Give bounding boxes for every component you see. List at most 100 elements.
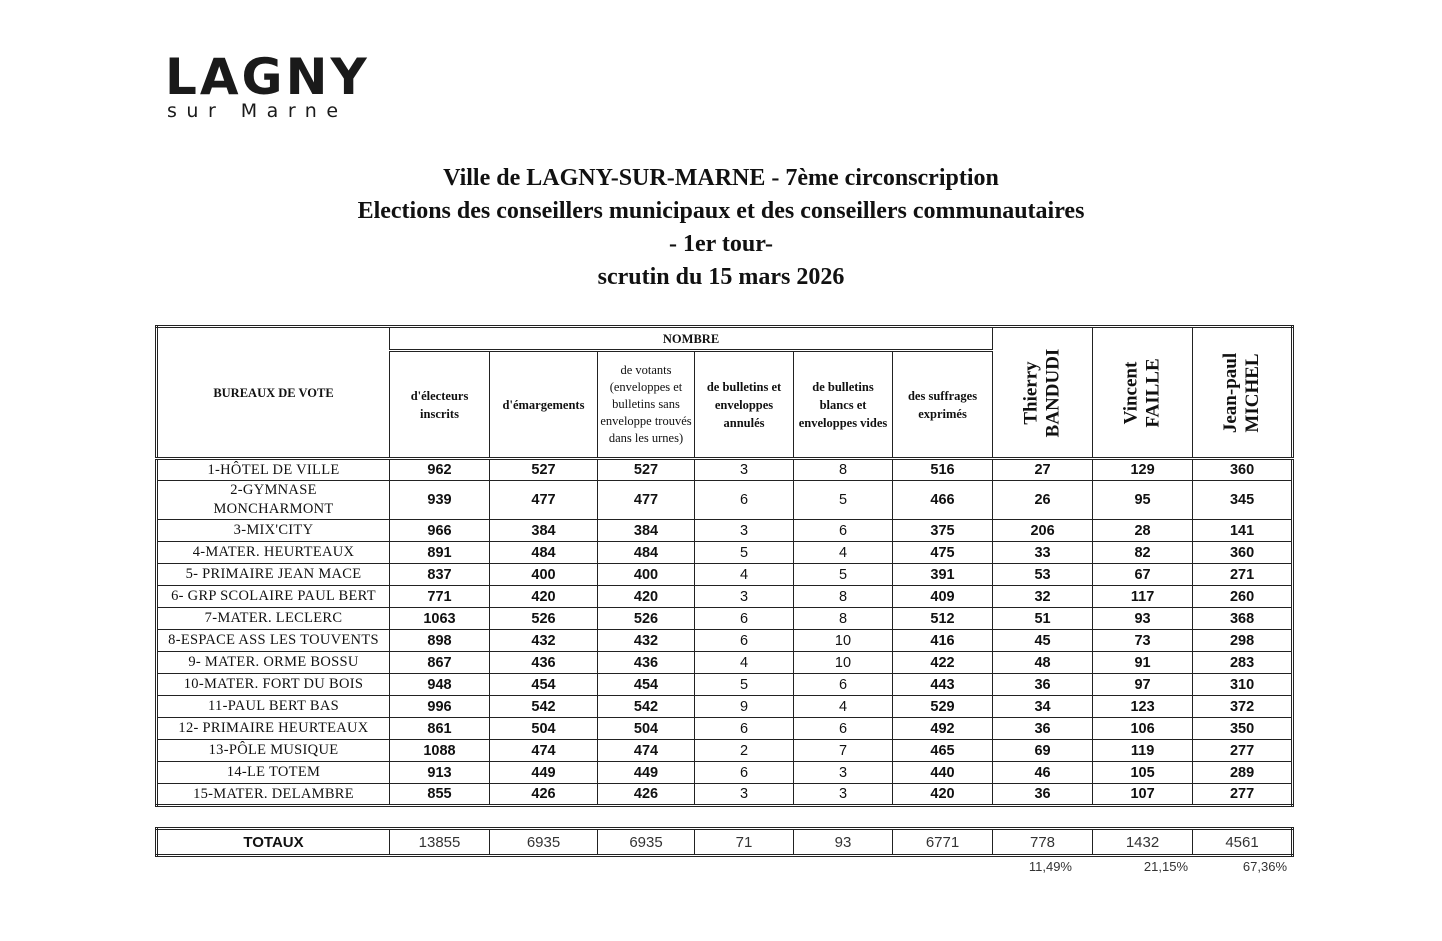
table-row: 7-MATER. LECLERC 1063 526 526 6 8 512 51 93 368: [156, 607, 1294, 630]
cell-value: 409: [891, 585, 994, 608]
cell-value: 123: [1092, 695, 1194, 718]
bureau-name: 9- MATER. ORME BOSSU: [156, 651, 390, 674]
total-emargements: 6935: [489, 828, 598, 856]
cell-value: 28: [1092, 519, 1194, 542]
table-row: 14-LE TOTEM 913 449 449 6 3 440 46 105 289: [156, 761, 1294, 784]
cell-value: 48: [992, 651, 1094, 674]
table-row: 6- GRP SCOLAIRE PAUL BERT 771 420 420 3 8 409 3…: [156, 585, 1294, 608]
table-row: 1-HÔTEL DE VILLE 962 527 527 3 8 516 27 129 360: [156, 458, 1294, 481]
cell-value: 82: [1092, 541, 1194, 564]
bureau-name: 10-MATER. FORT DU BOIS: [156, 673, 390, 696]
total-bandudi: 778: [992, 828, 1093, 856]
cell-value: 8: [793, 458, 893, 481]
cell-value: 837: [389, 563, 490, 586]
cell-value: 771: [389, 585, 490, 608]
cell-value: 7: [793, 739, 893, 762]
cell-value: 95: [1092, 480, 1194, 520]
cell-value: 1088: [389, 739, 490, 762]
cell-value: 898: [389, 629, 490, 652]
percentage-bandudi: 11,49%: [1028, 859, 1072, 874]
cell-value: 4: [793, 541, 893, 564]
candidate-header-3: Jean-paul MICHEL: [1192, 326, 1294, 459]
cell-value: 106: [1092, 717, 1194, 740]
cell-value: 141: [1192, 519, 1294, 542]
cell-value: 416: [891, 629, 994, 652]
total-blancs: 93: [793, 828, 893, 856]
cell-value: 477: [489, 480, 598, 520]
total-exprimes: 6771: [892, 828, 993, 856]
cell-value: 310: [1192, 673, 1294, 696]
cell-value: 260: [1192, 585, 1294, 608]
cell-value: 948: [389, 673, 490, 696]
bureau-name: 15-MATER. DELAMBRE: [156, 783, 390, 806]
cell-value: 6: [694, 607, 794, 630]
logo-sub-text: sur Marne: [167, 100, 348, 122]
cell-value: 962: [389, 458, 490, 481]
cell-value: 913: [389, 761, 490, 784]
cell-value: 6: [694, 761, 794, 784]
cell-value: 33: [992, 541, 1094, 564]
cell-value: 454: [597, 673, 695, 696]
cell-value: 4: [694, 651, 794, 674]
cell-value: 526: [597, 607, 695, 630]
document-title: Ville de LAGNY-SUR-MARNE - 7ème circonsc…: [0, 162, 1442, 294]
cell-value: 277: [1192, 739, 1294, 762]
cell-value: 6: [793, 673, 893, 696]
total-faille: 1432: [1092, 828, 1193, 856]
cell-value: 529: [891, 695, 994, 718]
col-emargements: d'émargements: [489, 350, 598, 459]
table-row: 11-PAUL BERT BAS 996 542 542 9 4 529 34 123 372: [156, 695, 1294, 718]
cell-value: 73: [1092, 629, 1194, 652]
total-annules: 71: [694, 828, 794, 856]
table-row: 15-MATER. DELAMBRE 855 426 426 3 3 420 36 107 277: [156, 783, 1294, 806]
cell-value: 440: [891, 761, 994, 784]
cell-value: 93: [1092, 607, 1194, 630]
bureau-name: 3-MIX'CITY: [156, 519, 390, 542]
title-line-4: scrutin du 15 mars 2026: [597, 264, 845, 290]
cell-value: 436: [489, 651, 598, 674]
bureau-name: 5- PRIMAIRE JEAN MACE: [156, 563, 390, 586]
candidate-header-1: Thierry BANDUDI: [992, 326, 1094, 459]
cell-value: 867: [389, 651, 490, 674]
cell-value: 91: [1092, 651, 1194, 674]
cell-value: 6: [694, 717, 794, 740]
cell-value: 10: [793, 651, 893, 674]
candidate-header-2: Vincent FAILLE: [1092, 326, 1194, 459]
cell-value: 400: [489, 563, 598, 586]
cell-value: 206: [992, 519, 1094, 542]
title-line-3: - 1er tour-: [669, 231, 773, 257]
cell-value: 966: [389, 519, 490, 542]
totals-table: TOTAUX 13855 6935 6935 71 93 6771 778 14…: [155, 827, 1294, 857]
cell-value: 360: [1192, 541, 1294, 564]
cell-value: 27: [992, 458, 1094, 481]
cell-value: 475: [891, 541, 994, 564]
cell-value: 449: [597, 761, 695, 784]
cell-value: 32: [992, 585, 1094, 608]
cell-value: 484: [597, 541, 695, 564]
cell-value: 6: [793, 717, 893, 740]
col-votants: de votants (enveloppes et bulletins sans…: [597, 350, 695, 459]
title-line-2: Elections des conseillers municipaux et …: [357, 198, 1085, 224]
cell-value: 3: [694, 585, 794, 608]
cell-value: 8: [793, 585, 893, 608]
cell-value: 3: [694, 458, 794, 481]
bureau-name: 6- GRP SCOLAIRE PAUL BERT: [156, 585, 390, 608]
cell-value: 4: [793, 695, 893, 718]
col-blancs: de bulletins blancs et enveloppes vides: [793, 350, 893, 459]
bureau-name: 2-GYMNASE MONCHARMONT: [156, 480, 390, 520]
table-row: 12- PRIMAIRE HEURTEAUX 861 504 504 6 6 492 36 10…: [156, 717, 1294, 740]
cell-value: 465: [891, 739, 994, 762]
results-body: 1-HÔTEL DE VILLE 962 527 527 3 8 516 27 129 360 2-…: [156, 458, 1294, 806]
cell-value: 426: [489, 783, 598, 806]
logo-main-text: LAGNY: [165, 48, 370, 106]
cell-value: 3: [694, 783, 794, 806]
cell-value: 391: [891, 563, 994, 586]
cell-value: 384: [489, 519, 598, 542]
cell-value: 436: [597, 651, 695, 674]
cell-value: 6: [694, 629, 794, 652]
cell-value: 283: [1192, 651, 1294, 674]
cell-value: 5: [694, 541, 794, 564]
table-row: 10-MATER. FORT DU BOIS 948 454 454 5 6 443 36 97…: [156, 673, 1294, 696]
cell-value: 504: [489, 717, 598, 740]
cell-value: 345: [1192, 480, 1294, 520]
